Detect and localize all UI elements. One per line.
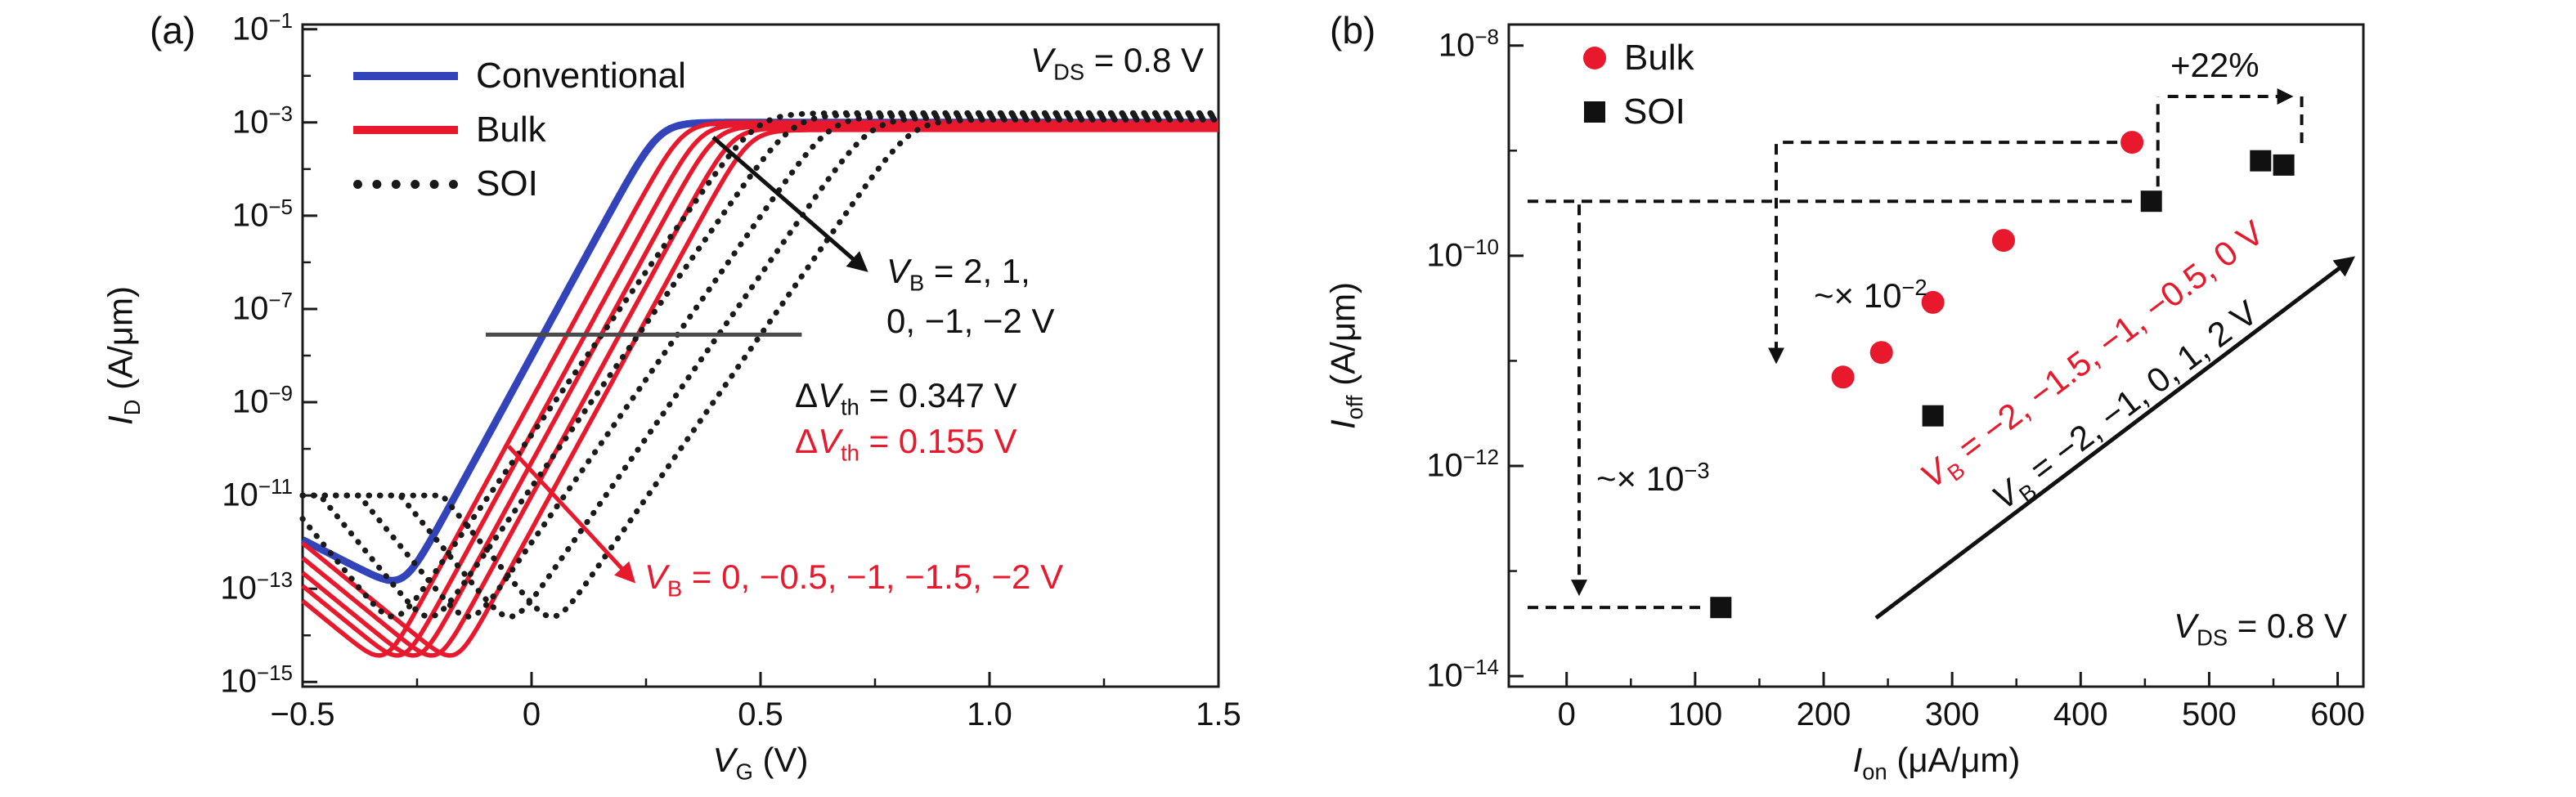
soi-point-vb-2 <box>2273 154 2295 176</box>
conventional-line-swatch <box>353 72 458 80</box>
panel-b-letter: (b) <box>1330 9 1376 51</box>
legend-item-conventional: Conventional <box>353 49 686 103</box>
panel-a-x-tick-label: −0.5 <box>270 696 335 732</box>
panel-a-dvth-bulk-annotation: ΔVth = 0.155 V <box>795 422 1017 466</box>
bulk-point-vb--1 <box>1921 290 1945 314</box>
panel-a-y-axis-title: ID (A/μm) <box>101 286 145 425</box>
bulk-point-vb--2 <box>1831 365 1855 389</box>
panel-b-x-tick-label: 100 <box>1667 696 1723 732</box>
bulk-point-vb--1.5 <box>1869 341 1893 365</box>
soi-point-vb--1 <box>1922 405 1944 427</box>
panel-b-y-tick-label: 10−8 <box>1438 24 1499 64</box>
panel-a-y-tick-label: 10−13 <box>220 567 293 607</box>
panel-b-x-tick-label: 0 <box>1557 696 1576 732</box>
soi-point-vb-1 <box>2250 150 2272 172</box>
legend-label-bulk: Bulk <box>476 110 546 150</box>
panel-b-axes-frame <box>1507 23 2365 688</box>
soi-vb-trend-arrow <box>711 136 868 272</box>
panel-a-letter: (a) <box>150 9 196 51</box>
panel-a-y-tick-label: 10−15 <box>220 660 293 700</box>
panel-b-plus22-annotation: +22% <box>2170 46 2260 84</box>
panel-b-legend: Bulk SOI <box>1583 31 1694 139</box>
panel-b-x-tick-label: 500 <box>2182 696 2237 732</box>
panel-b-x-axis-title: Ion (μA/μm) <box>1852 741 2021 785</box>
legend-item-soi-points: SOI <box>1583 85 1694 139</box>
soi-square-marker-swatch <box>1584 101 1605 123</box>
vb-trend-arrow-b <box>1874 256 2355 620</box>
soi-point-vb--2 <box>1710 597 1732 619</box>
soi-point-vb-0 <box>2140 190 2162 213</box>
legend-item-soi: SOI <box>353 157 686 211</box>
panel-b-y-tick-label: 10−14 <box>1426 655 1499 694</box>
panel-a-y-tick-label: 10−11 <box>222 474 293 513</box>
panel-a-x-tick-label: 1.0 <box>967 696 1012 732</box>
legend-label-bulk: Bulk <box>1624 38 1694 78</box>
panel-a-y-tick-label: 10−5 <box>231 194 293 234</box>
curve-soi-vb-0 <box>299 113 1222 620</box>
panel-b-ratio-1e-3-annotation: ~× 10−3 <box>1596 458 1710 498</box>
legend-item-bulk-points: Bulk <box>1583 31 1694 85</box>
panel-b-ratio-1e-2-annotation: ~× 10−2 <box>1814 275 1928 315</box>
curve-bulk-vb--2 <box>301 128 1219 658</box>
panel-b-y-tick-label: 10−10 <box>1426 234 1499 274</box>
panel-a-x-tick-label: 0.5 <box>738 696 783 732</box>
bulk-circle-marker-swatch <box>1583 47 1606 69</box>
panel-b-vds-annotation: VDS = 0.8 V <box>2174 607 2347 651</box>
panel-b-y-tick-label: 10−12 <box>1426 445 1499 484</box>
panel-a-y-tick-label: 10−3 <box>231 101 293 141</box>
panel-a-soi-vb-annotation: VB = 2, 1, 0, −1, −2 V <box>886 252 1055 341</box>
panel-b-x-tick-label: 600 <box>2310 696 2365 732</box>
panel-a-y-tick-label: 10−1 <box>231 7 293 47</box>
panel-b-x-tick-label: 300 <box>1924 696 1980 732</box>
panel-b-y-axis-title: Ioff (A/μm) <box>1323 281 1367 430</box>
legend-item-bulk: Bulk <box>353 103 686 157</box>
bulk-line-swatch <box>353 126 458 134</box>
soi-line-swatch <box>353 179 458 189</box>
bulk-vb-trend-arrow <box>507 445 636 584</box>
panel-a-legend: Conventional Bulk SOI <box>353 49 686 211</box>
bulk-point-vb-0 <box>2120 131 2144 154</box>
panel-a-y-tick-label: 10−9 <box>231 381 293 420</box>
panel-a-x-tick-label: 1.5 <box>1196 696 1241 732</box>
panel-b-x-tick-label: 200 <box>1796 696 1851 732</box>
bulk-point-vb--0.5 <box>1992 229 2015 253</box>
panel-a-y-tick-label: 10−7 <box>231 287 293 327</box>
panel-b-x-tick-label: 400 <box>2053 696 2108 732</box>
panel-a-vds-annotation: VDS = 0.8 V <box>1030 41 1204 85</box>
legend-label-soi: SOI <box>1623 92 1685 132</box>
legend-label-conventional: Conventional <box>476 56 686 96</box>
panel-a-dvth-soi-annotation: ΔVth = 0.347 V <box>795 376 1017 420</box>
legend-label-soi: SOI <box>476 163 538 204</box>
panel-a-x-tick-label: 0 <box>522 696 541 732</box>
panel-a-bulk-vb-annotation: VB = 0, −0.5, −1, −1.5, −2 V <box>644 557 1064 602</box>
panel-a-x-axis-title: VG (V) <box>712 741 809 785</box>
